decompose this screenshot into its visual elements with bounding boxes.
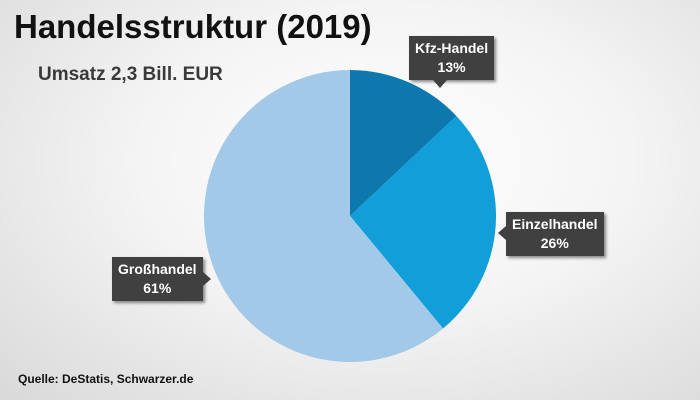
- slice-value: 13%: [437, 59, 466, 75]
- slice-label: Einzelhandel: [512, 216, 598, 232]
- callout-einzelhandel: Einzelhandel 26%: [498, 212, 604, 256]
- pie-slice-kfz-handel: [350, 70, 457, 216]
- slice-label: Kfz-Handel: [415, 40, 489, 56]
- pie-slice-einzelhandel: [350, 116, 496, 329]
- callout-grosshandel: Großhandel 61%: [112, 257, 211, 301]
- callout-kfz-handel: Kfz-Handel 13%: [409, 36, 495, 88]
- chart-title: Handelsstruktur (2019): [14, 8, 372, 45]
- pie-slice-gro-handel: [203, 70, 444, 362]
- slice-value: 26%: [540, 235, 569, 251]
- chart-subtitle: Umsatz 2,3 Bill. EUR: [38, 64, 223, 85]
- slice-label: Großhandel: [118, 261, 197, 277]
- slice-value: 61%: [143, 280, 172, 296]
- source-note: Quelle: DeStatis, Schwarzer.de: [18, 372, 194, 386]
